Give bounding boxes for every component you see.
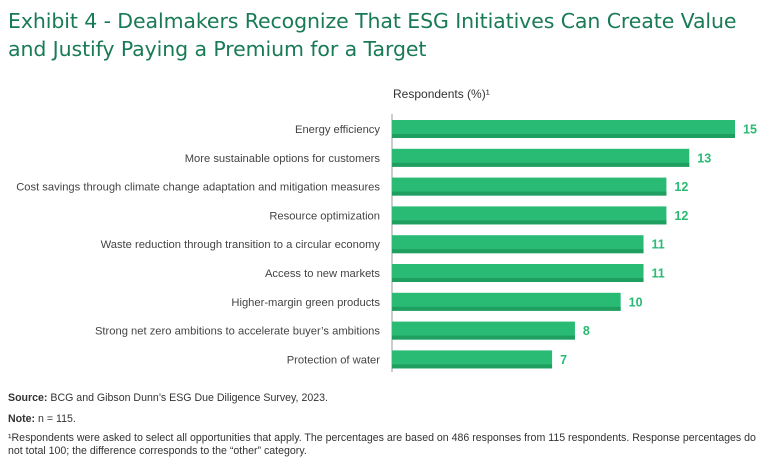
bar-shade — [392, 364, 553, 369]
note-label: Note: — [8, 413, 36, 425]
source-text: BCG and Gibson Dunn’s ESG Due Diligence … — [50, 392, 328, 404]
bar — [392, 120, 735, 138]
bar-shade — [392, 134, 735, 138]
category-label: Access to new markets — [265, 268, 380, 280]
bar-shade — [392, 306, 621, 311]
value-label: 11 — [652, 267, 665, 281]
bar — [392, 148, 690, 167]
bar-shade — [392, 335, 575, 340]
category-label: Cost savings through climate change adap… — [16, 182, 380, 194]
category-label: More sustainable options for customers — [185, 153, 381, 165]
source-line: Source: BCG and Gibson Dunn’s ESG Due Di… — [8, 392, 763, 405]
category-label: Protection of water — [287, 354, 381, 366]
bar — [392, 292, 621, 311]
chart-title: Exhibit 4 - Dealmakers Recognize That ES… — [8, 9, 737, 61]
value-label: 10 — [629, 295, 643, 309]
bar-shade — [392, 191, 667, 196]
value-label: 13 — [697, 151, 711, 165]
value-label: 12 — [674, 180, 688, 194]
bar — [392, 235, 644, 254]
value-label: 12 — [674, 209, 688, 223]
category-label: Higher-margin green products — [231, 297, 380, 309]
category-label: Strong net zero ambitions to accelerate … — [95, 326, 380, 338]
category-label: Energy efficiency — [295, 124, 380, 136]
bar — [392, 177, 667, 196]
value-label: 8 — [583, 324, 590, 338]
bar — [392, 264, 644, 282]
note-line: Note: n = 115. — [8, 413, 763, 426]
bar — [392, 321, 575, 340]
value-label: 7 — [560, 353, 567, 367]
source-label: Source: — [8, 392, 48, 404]
footnote: ¹Respondents were asked to select all op… — [8, 432, 756, 457]
bar-shade — [392, 249, 644, 254]
value-label: 11 — [652, 238, 665, 252]
bar-shade — [392, 162, 690, 167]
note-text: n = 115. — [38, 413, 76, 425]
bar-shade — [392, 278, 644, 282]
bar — [392, 350, 553, 369]
bar — [392, 206, 667, 225]
category-label: Resource optimization — [269, 210, 380, 222]
value-label: 15 — [743, 123, 757, 137]
bars-group: Energy efficiency 15 More sustainable opti… — [16, 120, 757, 369]
bar-shade — [392, 220, 667, 225]
category-label: Waste reduction through transition to a … — [101, 239, 381, 251]
bar-chart: Respondents (%)¹ Energy efficiency 15 More… — [16, 87, 757, 372]
axis-title: Respondents (%)¹ — [393, 87, 490, 101]
